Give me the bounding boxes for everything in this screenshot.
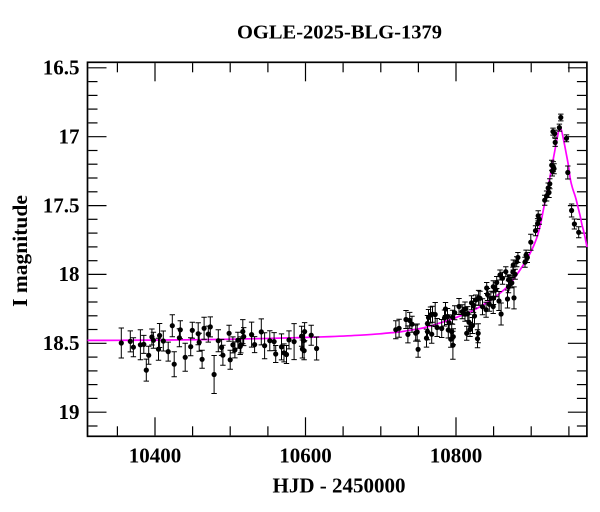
svg-text:17.5: 17.5 (43, 193, 80, 217)
svg-text:HJD - 2450000: HJD - 2450000 (273, 473, 406, 497)
svg-text:19: 19 (59, 400, 80, 424)
svg-text:18.5: 18.5 (43, 331, 80, 355)
svg-text:OGLE-2025-BLG-1379: OGLE-2025-BLG-1379 (237, 21, 442, 43)
svg-text:18: 18 (59, 262, 80, 286)
svg-text:I magnitude: I magnitude (8, 195, 32, 307)
svg-text:10800: 10800 (430, 443, 483, 467)
svg-text:16.5: 16.5 (43, 56, 80, 80)
svg-text:10600: 10600 (279, 443, 332, 467)
svg-text:10400: 10400 (129, 443, 182, 467)
svg-text:17: 17 (59, 124, 80, 148)
